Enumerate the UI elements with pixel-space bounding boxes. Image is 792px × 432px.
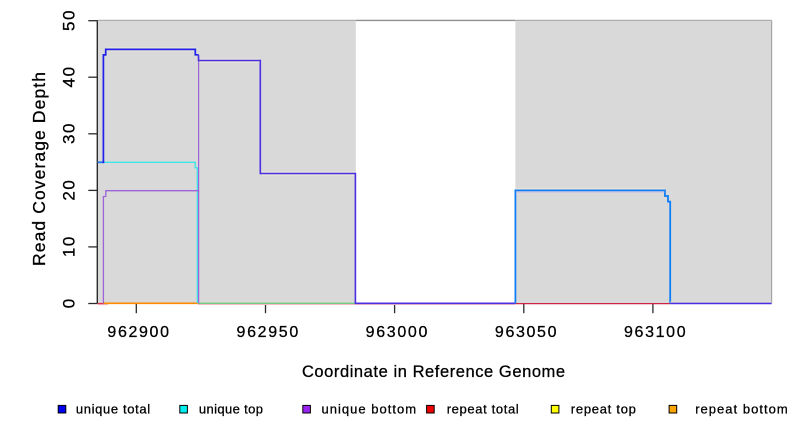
- svg-text:30: 30: [60, 124, 79, 145]
- svg-text:repeat total: repeat total: [447, 402, 519, 417]
- svg-text:unique top: unique top: [199, 402, 263, 417]
- svg-text:963000: 963000: [366, 324, 428, 341]
- svg-text:20: 20: [60, 180, 79, 201]
- svg-text:unique total: unique total: [76, 402, 150, 417]
- svg-text:40: 40: [60, 67, 79, 88]
- svg-text:10: 10: [60, 237, 79, 258]
- svg-text:962950: 962950: [237, 324, 299, 341]
- svg-text:Read Coverage Depth: Read Coverage Depth: [29, 72, 49, 266]
- svg-text:963100: 963100: [624, 324, 686, 341]
- svg-text:repeat top: repeat top: [571, 402, 636, 417]
- svg-text:963050: 963050: [495, 324, 557, 341]
- svg-text:Coordinate in Reference Genome: Coordinate in Reference Genome: [302, 363, 565, 381]
- svg-text:0: 0: [60, 299, 79, 308]
- svg-text:50: 50: [60, 10, 79, 31]
- svg-text:unique bottom: unique bottom: [322, 402, 417, 417]
- svg-text:962900: 962900: [107, 324, 169, 341]
- svg-text:repeat bottom: repeat bottom: [695, 402, 788, 417]
